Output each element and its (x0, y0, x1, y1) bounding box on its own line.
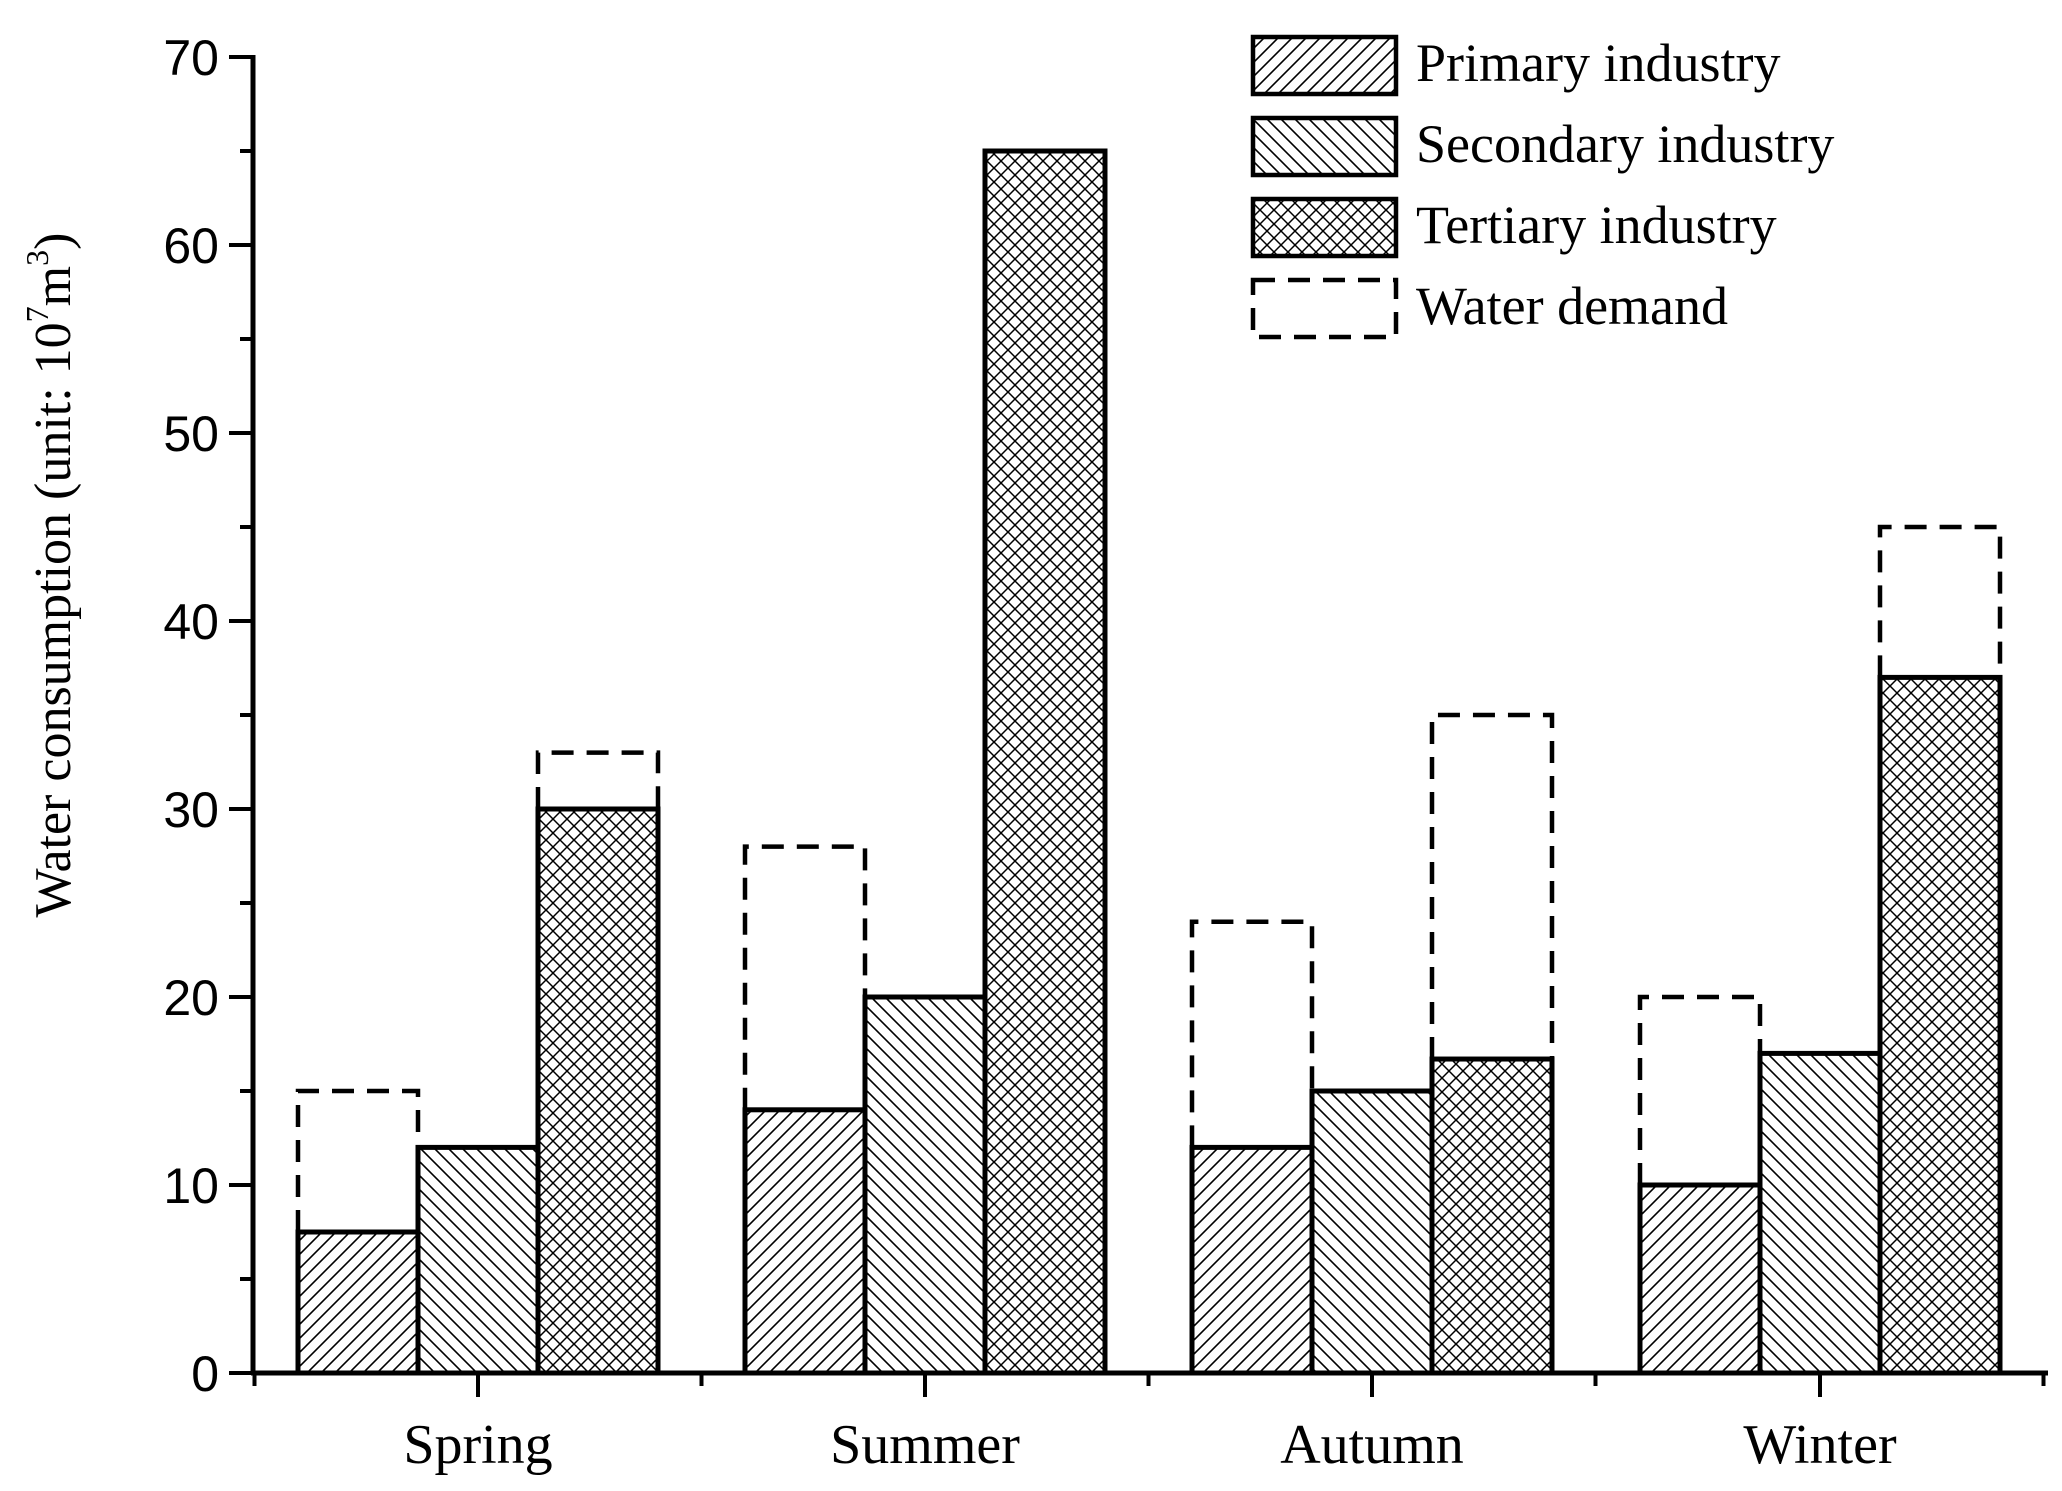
y-tick-label: 20 (163, 970, 219, 1026)
bar-summer-secondary-industry (862, 994, 988, 1376)
legend-label-secondary-industry: Secondary industry (1416, 114, 1834, 174)
y-tick-label: 40 (163, 594, 219, 650)
demand-winter-primary-industry (1637, 994, 1763, 1185)
y-tick-label: 70 (163, 30, 219, 86)
bar-autumn-tertiary-industry (1429, 1056, 1555, 1376)
y-axis-title-main: Water consumption (unit: 10 (25, 322, 82, 917)
x-tick-label-winter: Winter (1743, 1414, 1897, 1476)
demand-spring-tertiary-industry (535, 750, 661, 809)
bar-autumn-primary-industry (1189, 1144, 1315, 1376)
y-tick-label: 30 (163, 782, 219, 838)
plot-area (295, 148, 2003, 1376)
legend-swatch-water-demand (1250, 277, 1399, 340)
bar-spring-tertiary-industry (535, 806, 661, 1376)
demand-winter-tertiary-industry (1877, 524, 2003, 678)
y-axis-title-exp2: 3 (19, 250, 55, 266)
bar-summer-primary-industry (742, 1107, 868, 1376)
demand-autumn-primary-industry (1189, 919, 1315, 1148)
y-axis-title-end: ) (25, 233, 82, 250)
legend: Primary industry Secondary industry Tertia… (1250, 33, 1834, 340)
y-axis-title: Water consumption (unit: 107m3) (19, 233, 82, 918)
x-tick-label-spring: Spring (403, 1414, 552, 1476)
axes: 0 10 20 30 40 50 60 70 Spring Summer Autumn Winter (163, 30, 2048, 1476)
x-tick-label-autumn: Autumn (1280, 1414, 1464, 1476)
y-tick-label: 0 (191, 1346, 219, 1402)
legend-swatch-tertiary-industry (1250, 196, 1399, 259)
y-tick-label: 10 (163, 1158, 219, 1214)
demand-summer-primary-industry (742, 844, 868, 1110)
legend-label-water-demand: Water demand (1416, 276, 1728, 336)
legend-swatch-primary-industry (1250, 34, 1399, 97)
bar-autumn-secondary-industry (1309, 1088, 1435, 1376)
y-axis-title-exp1: 7 (19, 306, 55, 322)
bar-winter-tertiary-industry (1877, 674, 2003, 1376)
bar-winter-secondary-industry (1757, 1050, 1883, 1376)
bar-spring-secondary-industry (415, 1144, 541, 1376)
demand-spring-primary-industry (295, 1088, 421, 1232)
y-axis-title-mid: m (25, 266, 82, 306)
demand-autumn-tertiary-industry (1429, 712, 1555, 1060)
x-tick-label-summer: Summer (830, 1414, 1020, 1476)
bar-summer-tertiary-industry (982, 148, 1108, 1376)
legend-label-primary-industry: Primary industry (1416, 33, 1780, 93)
legend-swatch-secondary-industry (1250, 115, 1399, 178)
bar-winter-primary-industry (1637, 1182, 1763, 1376)
bar-spring-primary-industry (295, 1229, 421, 1376)
legend-label-tertiary-industry: Tertiary industry (1416, 195, 1777, 255)
y-tick-label: 60 (163, 218, 219, 274)
y-tick-label: 50 (163, 406, 219, 462)
